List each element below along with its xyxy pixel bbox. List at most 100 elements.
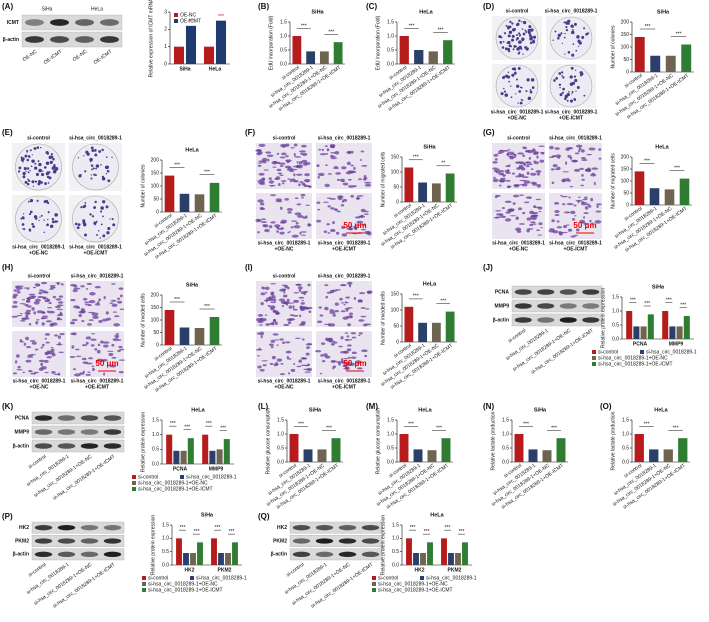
cell <box>320 342 326 345</box>
cell <box>529 223 534 227</box>
bar <box>179 327 190 345</box>
cell <box>350 356 357 359</box>
bar <box>455 553 461 565</box>
panel-label: (G) <box>483 128 495 137</box>
chart-title: HeLa <box>655 144 669 150</box>
cell <box>512 194 520 198</box>
cell <box>518 223 525 225</box>
y-tick-label: 1.0 <box>392 536 399 542</box>
significance: *** <box>440 299 446 305</box>
colony <box>569 75 573 79</box>
colony <box>583 27 586 30</box>
cell <box>276 225 279 230</box>
colony <box>40 214 43 217</box>
cell <box>346 161 351 166</box>
cell <box>525 161 532 164</box>
cell <box>25 359 32 363</box>
cell <box>293 362 296 365</box>
blot-strip <box>511 299 603 313</box>
cell <box>530 181 537 184</box>
legend-label: si-control <box>598 349 618 355</box>
colony <box>20 156 23 159</box>
bar <box>225 553 231 565</box>
cell <box>272 333 279 336</box>
cell <box>261 177 266 180</box>
cell <box>267 158 270 162</box>
x-tick-label: HK2 <box>414 567 424 573</box>
cell <box>288 231 292 233</box>
cell <box>270 301 277 304</box>
significance: *** <box>644 421 650 427</box>
y-axis-label: Relative glucose consumption <box>265 408 271 475</box>
cell <box>548 228 556 233</box>
colony <box>583 94 586 97</box>
cell <box>116 332 120 335</box>
cell <box>91 367 95 372</box>
cell <box>341 166 347 170</box>
chart-title: HeLa <box>654 407 668 413</box>
bar <box>427 450 437 462</box>
bar <box>634 171 645 205</box>
bar <box>413 449 423 462</box>
cell <box>257 180 262 182</box>
cell <box>539 159 545 163</box>
cell <box>347 178 352 181</box>
cell <box>495 210 502 212</box>
photo-label: si-hsa_circ_0018289-1 <box>318 273 371 279</box>
y-tick-label: 0.0 <box>152 461 159 467</box>
photo-label: +OE-ICMT <box>332 384 356 390</box>
panel-label: (I) <box>245 263 253 272</box>
cell <box>579 167 584 171</box>
colony <box>568 91 570 93</box>
chart-title: HeLa <box>430 512 444 518</box>
cell <box>509 215 517 217</box>
colony <box>100 164 102 166</box>
lane-label: si-control <box>27 562 47 579</box>
cell <box>339 297 343 301</box>
cell <box>512 156 517 158</box>
blot-band <box>57 538 76 544</box>
cell <box>351 336 357 339</box>
cell <box>538 222 543 226</box>
colony <box>100 210 103 213</box>
cell <box>515 216 519 220</box>
colony <box>34 166 38 170</box>
blot-band <box>582 289 600 295</box>
cell <box>274 178 279 180</box>
cell <box>40 316 48 320</box>
colony <box>111 156 113 158</box>
cell <box>257 365 262 369</box>
cell <box>72 289 78 293</box>
colony <box>31 222 34 226</box>
cell <box>23 287 31 289</box>
colony <box>526 78 530 82</box>
cell <box>332 166 339 170</box>
cell <box>331 155 336 158</box>
y-tick-label: 200 <box>151 157 160 163</box>
blot-band <box>315 551 334 557</box>
photo-label: si-control <box>28 273 51 279</box>
cell <box>361 224 366 226</box>
cell <box>56 314 64 317</box>
cell <box>583 212 589 214</box>
legend-swatch <box>174 13 178 17</box>
blot-row-label: MMP9 <box>495 303 510 309</box>
cell <box>526 217 532 221</box>
blot-band <box>34 525 53 531</box>
cell <box>581 201 585 204</box>
cell <box>339 178 345 182</box>
bar <box>173 46 185 64</box>
cell <box>277 183 281 187</box>
cell <box>325 164 328 167</box>
cell <box>549 145 554 150</box>
bar <box>664 189 675 205</box>
colony <box>54 166 59 171</box>
significance: *** <box>174 162 180 168</box>
colony <box>506 75 511 79</box>
cell <box>535 198 541 201</box>
cell <box>303 178 311 183</box>
colony <box>97 230 100 232</box>
y-tick-label: 0.0 <box>162 562 169 568</box>
colony <box>47 218 49 221</box>
cell <box>288 305 293 309</box>
